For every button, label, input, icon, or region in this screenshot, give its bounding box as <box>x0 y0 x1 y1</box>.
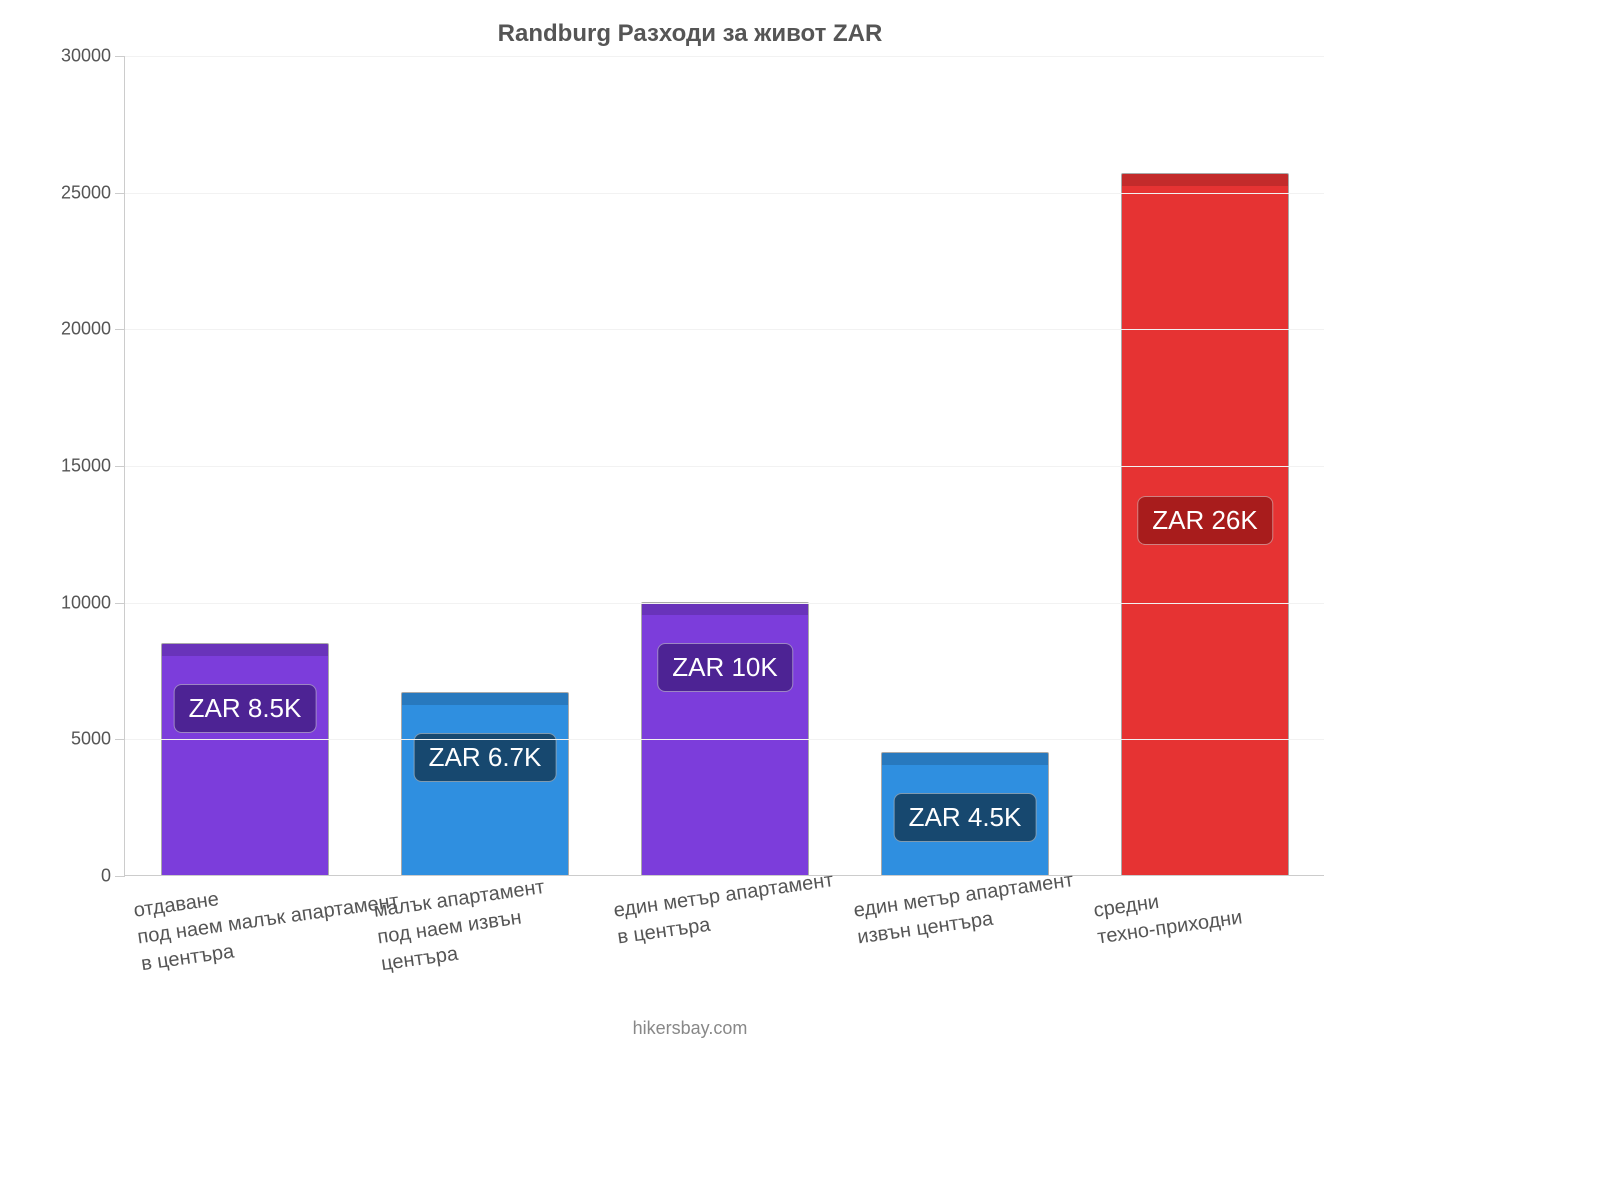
x-axis-labels: отдаванепод наем малък апартаментв центъ… <box>124 876 1324 1016</box>
bar: ZAR 4.5K <box>881 752 1049 875</box>
bar-top-shade <box>402 693 568 705</box>
y-axis-label: 15000 <box>61 456 125 477</box>
bar-top-shade <box>1122 174 1288 186</box>
y-axis-label: 5000 <box>71 729 125 750</box>
cost-of-living-chart: Randburg Разходи за живот ZAR ZAR 8.5K ZA… <box>50 20 1330 980</box>
bar: ZAR 8.5K <box>161 643 329 875</box>
value-badge: ZAR 10K <box>657 643 793 692</box>
chart-footer: hikersbay.com <box>633 1018 748 1039</box>
y-axis-label: 25000 <box>61 182 125 203</box>
grid-line <box>125 329 1324 330</box>
plot-area: ZAR 8.5KZAR 6.7KZAR 10KZAR 4.5KZAR 26K 0… <box>124 56 1324 876</box>
value-badge: ZAR 26K <box>1137 496 1273 545</box>
y-axis-label: 20000 <box>61 319 125 340</box>
x-axis-label: един метър апартаментизвън центъра <box>852 867 1079 951</box>
y-axis-label: 10000 <box>61 592 125 613</box>
grid-line <box>125 56 1324 57</box>
bar-top-shade <box>882 753 1048 765</box>
x-axis-label: отдаванепод наем малък апартаментв центъ… <box>132 861 404 978</box>
chart-title: Randburg Разходи за живот ZAR <box>50 20 1330 48</box>
value-badge: ZAR 4.5K <box>894 793 1037 842</box>
x-axis-label: среднитехно-приходни <box>1092 878 1244 952</box>
y-axis-label: 30000 <box>61 46 125 67</box>
bar-top-shade <box>642 603 808 615</box>
x-axis-label: малък апартаментпод наем извънцентъра <box>372 874 554 978</box>
value-badge: ZAR 8.5K <box>174 684 317 733</box>
grid-line <box>125 466 1324 467</box>
grid-line <box>125 193 1324 194</box>
bar: ZAR 6.7K <box>401 692 569 875</box>
grid-line <box>125 739 1324 740</box>
bar: ZAR 26K <box>1121 173 1289 875</box>
bar-top-shade <box>162 644 328 656</box>
bar: ZAR 10K <box>641 602 809 875</box>
grid-line <box>125 603 1324 604</box>
y-axis-label: 0 <box>101 866 125 887</box>
x-axis-label: един метър апартаментв центъра <box>612 867 839 951</box>
